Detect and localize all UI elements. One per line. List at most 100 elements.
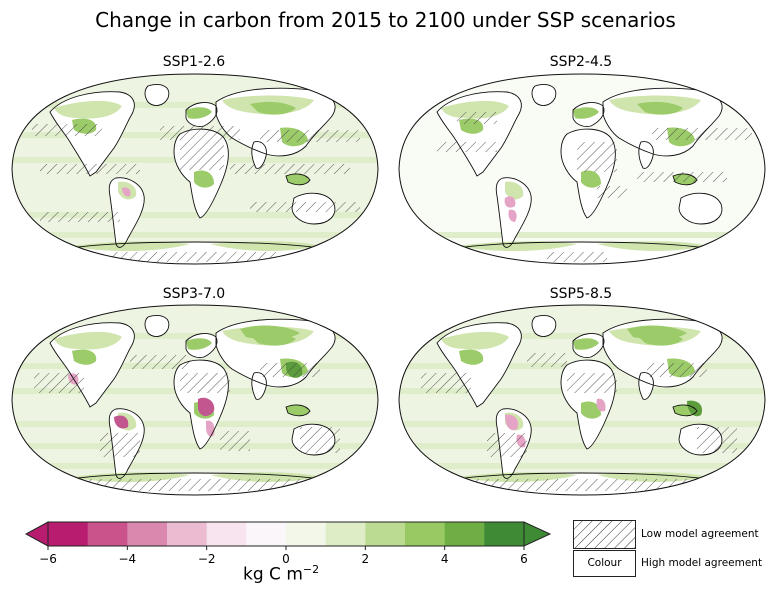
map-ssp2 [398, 73, 766, 265]
land-greenland [532, 315, 556, 337]
colorbar-segment [127, 522, 168, 546]
land-greenland [145, 315, 169, 337]
low-agreement-hatch [260, 130, 360, 142]
coastline-north-america [49, 322, 135, 408]
carbon-region [441, 331, 509, 350]
carbon-region [122, 187, 131, 197]
carbon-region [596, 398, 606, 412]
colorbar-tick-label: −2 [198, 552, 216, 566]
coastline-europe [572, 102, 605, 127]
carbon-region [457, 241, 577, 252]
carbon-region [581, 401, 601, 419]
low-agreement-hatch [437, 142, 497, 152]
colorbar-tick-label: 4 [441, 552, 449, 566]
hatch-legend-swatch [573, 520, 636, 549]
ocean-band [12, 463, 378, 469]
low-agreement-label: Low model agreement [641, 528, 759, 540]
coastline-india [251, 141, 267, 169]
ocean-band [399, 463, 765, 469]
coastline-asia [602, 87, 723, 157]
low-agreement-hatch [160, 126, 240, 140]
ocean-band [399, 443, 765, 449]
low-agreement-hatch [250, 202, 360, 212]
low-agreement-hatch [180, 373, 230, 393]
coastline-europe [185, 333, 218, 358]
carbon-region [240, 325, 300, 340]
low-agreement-hatch [32, 124, 102, 136]
panel-title-ssp1: SSP1-2.6 [162, 54, 226, 70]
low-agreement-hatch [597, 186, 627, 198]
coastline-asia [215, 87, 336, 157]
map-content [12, 305, 378, 495]
carbon-region [597, 241, 707, 251]
low-agreement-hatch [457, 112, 497, 124]
coastline-greenland [531, 84, 557, 106]
carbon-region [573, 107, 599, 119]
coastline-australia [291, 192, 336, 225]
coastline-south-america [108, 408, 145, 479]
low-agreement-hatch [100, 433, 140, 457]
low-agreement-hatch [527, 353, 567, 367]
colorbar-segment [87, 522, 128, 546]
coastline-south-america [108, 177, 145, 248]
colorbar: −6 −4 −2 0 2 4 6 [24, 521, 552, 566]
low-agreement-hatch [697, 427, 737, 453]
map-frame [11, 73, 379, 265]
colorbar-tick-label: −4 [118, 552, 136, 566]
coastline-south-america [495, 408, 532, 479]
colorbar-segment [206, 522, 247, 546]
coastline-north-america [436, 91, 522, 177]
low-agreement-hatch [40, 164, 140, 174]
carbon-region [186, 107, 212, 119]
colorbar-extend-left [24, 521, 49, 547]
land-greenland [145, 84, 169, 106]
land-greenland [532, 84, 556, 106]
coastline-india [638, 141, 654, 169]
land-india [251, 141, 267, 169]
map-frame [398, 73, 766, 265]
carbon-region [210, 241, 320, 251]
carbon-region [70, 241, 190, 252]
low-agreement-hatch [487, 433, 527, 457]
low-agreement-hatch [647, 363, 707, 377]
carbon-region [573, 338, 599, 350]
colorbar-tick-label: 6 [520, 552, 528, 566]
coastline-maritime [285, 404, 311, 417]
colorbar-segment [484, 522, 525, 546]
colorbar-segment [325, 522, 366, 546]
carbon-region [54, 100, 122, 119]
map-ssp1 [11, 73, 379, 265]
carbon-region [505, 414, 519, 431]
coastline-europe [185, 102, 218, 127]
land-india [638, 372, 654, 400]
map-content [399, 74, 765, 264]
coastline-asia [602, 318, 723, 388]
colorbar-tick-label: 2 [362, 552, 370, 566]
carbon-region [186, 338, 212, 350]
ocean-band [12, 443, 378, 449]
coastline-maritime [285, 173, 311, 186]
land-australia [679, 193, 722, 224]
low-agreement-hatch [230, 164, 350, 174]
carbon-region [286, 173, 310, 185]
colour-legend-text: Colour [587, 557, 622, 569]
carbon-region [286, 404, 310, 416]
colorbar-extend-right [523, 521, 552, 547]
map-frame [398, 304, 766, 496]
coastline-greenland [144, 315, 170, 337]
colorbar-segment [167, 522, 208, 546]
coastline-india [638, 372, 654, 400]
coastline-greenland [144, 84, 170, 106]
land-india [251, 372, 267, 400]
low-agreement-hatch [577, 142, 617, 172]
coastline-south-america [495, 177, 532, 248]
low-agreement-hatch [180, 140, 224, 170]
colour-legend-box [573, 550, 636, 577]
low-agreement-hatch [40, 212, 120, 222]
low-agreement-hatch [70, 479, 310, 491]
colorbar-segment [48, 522, 89, 546]
low-agreement-hatch [457, 479, 697, 491]
coastline-africa [560, 359, 616, 450]
low-agreement-hatch [260, 363, 320, 377]
carbon-region [72, 349, 97, 365]
